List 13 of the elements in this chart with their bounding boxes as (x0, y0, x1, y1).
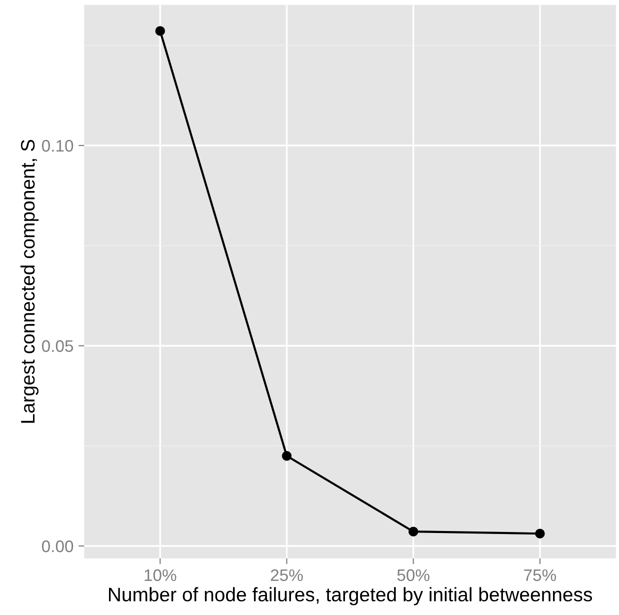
x-tick-label: 10% (144, 569, 176, 582)
x-axis-title: Number of node failures, targeted by initial betweenness (109, 587, 592, 606)
y-tick-label: 0.05 (42, 340, 74, 352)
point (282, 451, 292, 461)
point (535, 528, 545, 538)
x-tick-label: 25% (270, 569, 303, 582)
y-tick-label: 0.10 (42, 140, 74, 152)
point (155, 26, 166, 36)
y-axis-title: Largest connected component, S (20, 140, 39, 423)
point (408, 526, 418, 536)
y-tick-label: 0.00 (42, 540, 74, 552)
x-tick-label: 75% (524, 569, 556, 582)
x-tick-label: 50% (397, 569, 430, 582)
